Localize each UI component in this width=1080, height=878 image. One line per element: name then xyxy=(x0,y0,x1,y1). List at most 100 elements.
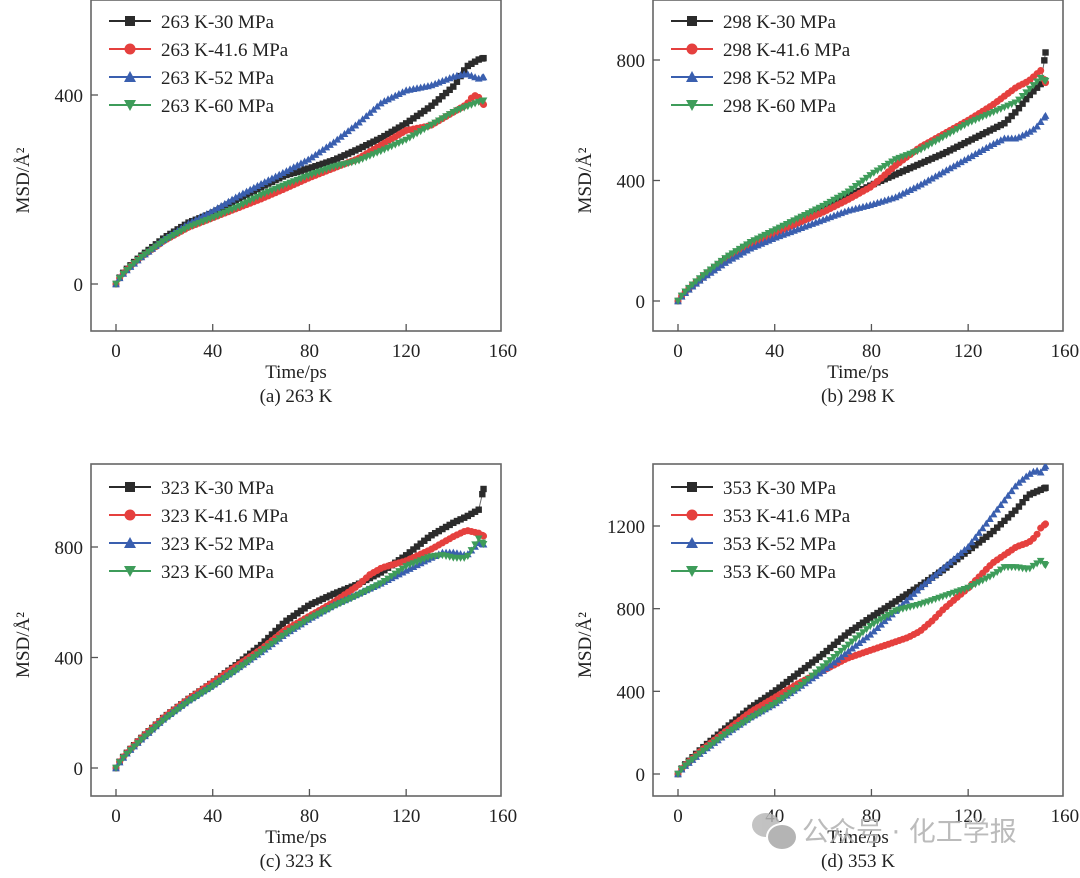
legend-marker xyxy=(686,100,698,111)
data-point xyxy=(268,631,276,638)
data-point xyxy=(297,159,305,167)
legend: 323 K-30 MPa 323 K-41.6 MPa 323 K-52 MPa 32… xyxy=(109,478,289,583)
data-point xyxy=(381,132,388,140)
data-point xyxy=(866,623,875,631)
data-point xyxy=(471,508,479,515)
data-point xyxy=(903,591,910,598)
legend-marker xyxy=(686,566,698,577)
legend-item: 298 K-60 MPa xyxy=(671,96,837,117)
data-point xyxy=(1012,109,1019,116)
data-point xyxy=(841,190,849,198)
data-point xyxy=(297,607,305,615)
data-point xyxy=(844,188,853,196)
data-point xyxy=(746,715,755,723)
data-point xyxy=(1037,486,1044,494)
data-point xyxy=(210,206,218,214)
data-point xyxy=(224,672,233,680)
data-point xyxy=(758,697,765,704)
data-point xyxy=(413,543,421,550)
data-point xyxy=(1012,507,1019,514)
data-point xyxy=(220,199,229,207)
data-point xyxy=(848,644,856,652)
data-point xyxy=(798,667,805,675)
data-point xyxy=(1004,514,1012,521)
data-point xyxy=(1033,488,1041,495)
legend-marker xyxy=(687,16,697,26)
legend-label: 298 K-41.6 MPa xyxy=(723,40,851,61)
data-point xyxy=(772,699,780,707)
data-point xyxy=(1018,131,1027,139)
data-point xyxy=(276,175,283,182)
data-point xyxy=(1042,520,1050,528)
data-point xyxy=(989,139,998,147)
y-tick-label: 0 xyxy=(74,759,84,780)
data-point xyxy=(239,189,247,197)
data-point xyxy=(199,689,207,697)
data-point xyxy=(735,245,744,253)
legend-marker xyxy=(686,509,698,521)
data-point xyxy=(978,524,987,532)
data-point xyxy=(410,546,417,553)
data-point xyxy=(271,172,280,180)
data-point xyxy=(115,759,124,767)
data-point xyxy=(286,615,294,622)
y-tick-label: 400 xyxy=(617,682,646,703)
data-point xyxy=(728,254,737,262)
legend-marker xyxy=(686,537,698,548)
data-point xyxy=(305,602,312,610)
data-point xyxy=(479,97,488,105)
data-point xyxy=(380,97,389,105)
data-point xyxy=(782,692,791,700)
data-point xyxy=(979,536,986,543)
data-point xyxy=(126,263,135,271)
data-point xyxy=(946,164,954,172)
data-point xyxy=(873,167,882,175)
data-point xyxy=(480,532,488,540)
data-point xyxy=(920,580,929,588)
data-point xyxy=(989,571,998,579)
data-point xyxy=(710,739,719,747)
data-point xyxy=(191,693,200,701)
data-point xyxy=(885,602,892,610)
data-point xyxy=(848,185,856,193)
data-point xyxy=(938,564,947,572)
data-point xyxy=(739,248,748,256)
data-point xyxy=(1011,99,1020,107)
data-point xyxy=(257,641,265,649)
data-point xyxy=(475,506,482,513)
data-point xyxy=(246,189,254,197)
data-point xyxy=(283,617,290,624)
data-point xyxy=(917,583,925,591)
x-axis-title: Time/ps xyxy=(265,827,327,848)
x-tick-label: 160 xyxy=(489,806,518,827)
data-point xyxy=(899,593,907,600)
data-point xyxy=(928,155,936,162)
legend-marker xyxy=(686,43,698,55)
legend-item: 323 K-41.6 MPa xyxy=(109,506,289,527)
data-point xyxy=(855,180,864,188)
data-point xyxy=(228,670,236,678)
data-point xyxy=(862,174,871,182)
data-point xyxy=(337,153,345,161)
data-point xyxy=(935,170,943,178)
legend-label: 323 K-41.6 MPa xyxy=(161,506,289,527)
data-point xyxy=(971,149,980,158)
plot-frame xyxy=(90,0,502,332)
legend-label: 323 K-30 MPa xyxy=(161,478,275,499)
data-point xyxy=(964,138,972,145)
data-point xyxy=(141,251,149,259)
data-point xyxy=(772,687,780,694)
data-point xyxy=(319,160,326,168)
data-point xyxy=(290,612,297,619)
legend-label: 298 K-52 MPa xyxy=(723,68,837,89)
data-point xyxy=(294,168,301,175)
data-point xyxy=(286,165,294,173)
data-point xyxy=(728,250,737,258)
data-point xyxy=(877,165,885,173)
data-point xyxy=(1041,57,1048,64)
data-point xyxy=(957,141,965,149)
data-point xyxy=(323,594,330,601)
data-point xyxy=(119,754,128,762)
data-point xyxy=(333,135,342,143)
data-point xyxy=(812,656,820,663)
